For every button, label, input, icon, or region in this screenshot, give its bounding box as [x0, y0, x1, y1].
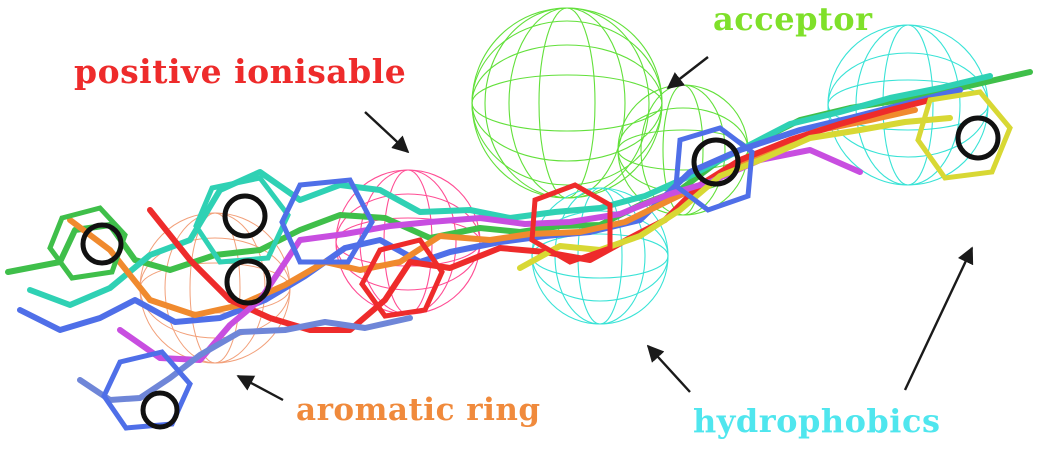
arrow-hydrophobics-left	[646, 344, 691, 393]
aromatic-ring-markers	[80, 115, 1001, 430]
arrow-positive-ionisable	[364, 111, 410, 154]
annotation-arrows	[236, 56, 974, 402]
ligand-slate	[77, 315, 413, 403]
acceptor-sphere-large	[471, 7, 663, 199]
arrow-hydrophobics-right	[903, 246, 974, 391]
aromatic-ring-label: aromatic ring	[296, 392, 541, 428]
ligand-red	[147, 97, 933, 333]
acceptor-label: acceptor	[713, 0, 873, 38]
positive-ionisable-label: positive ionisable	[74, 52, 407, 91]
arrow-acceptor	[666, 56, 709, 90]
arrow-aromatic-ring	[236, 374, 284, 402]
ligand-blue	[17, 87, 963, 333]
ligand-yellow	[517, 115, 953, 271]
ring-structures	[47, 89, 1013, 431]
overlaid-ligand-structures	[5, 69, 1033, 403]
hydrophobics-label: hydrophobics	[693, 402, 941, 440]
